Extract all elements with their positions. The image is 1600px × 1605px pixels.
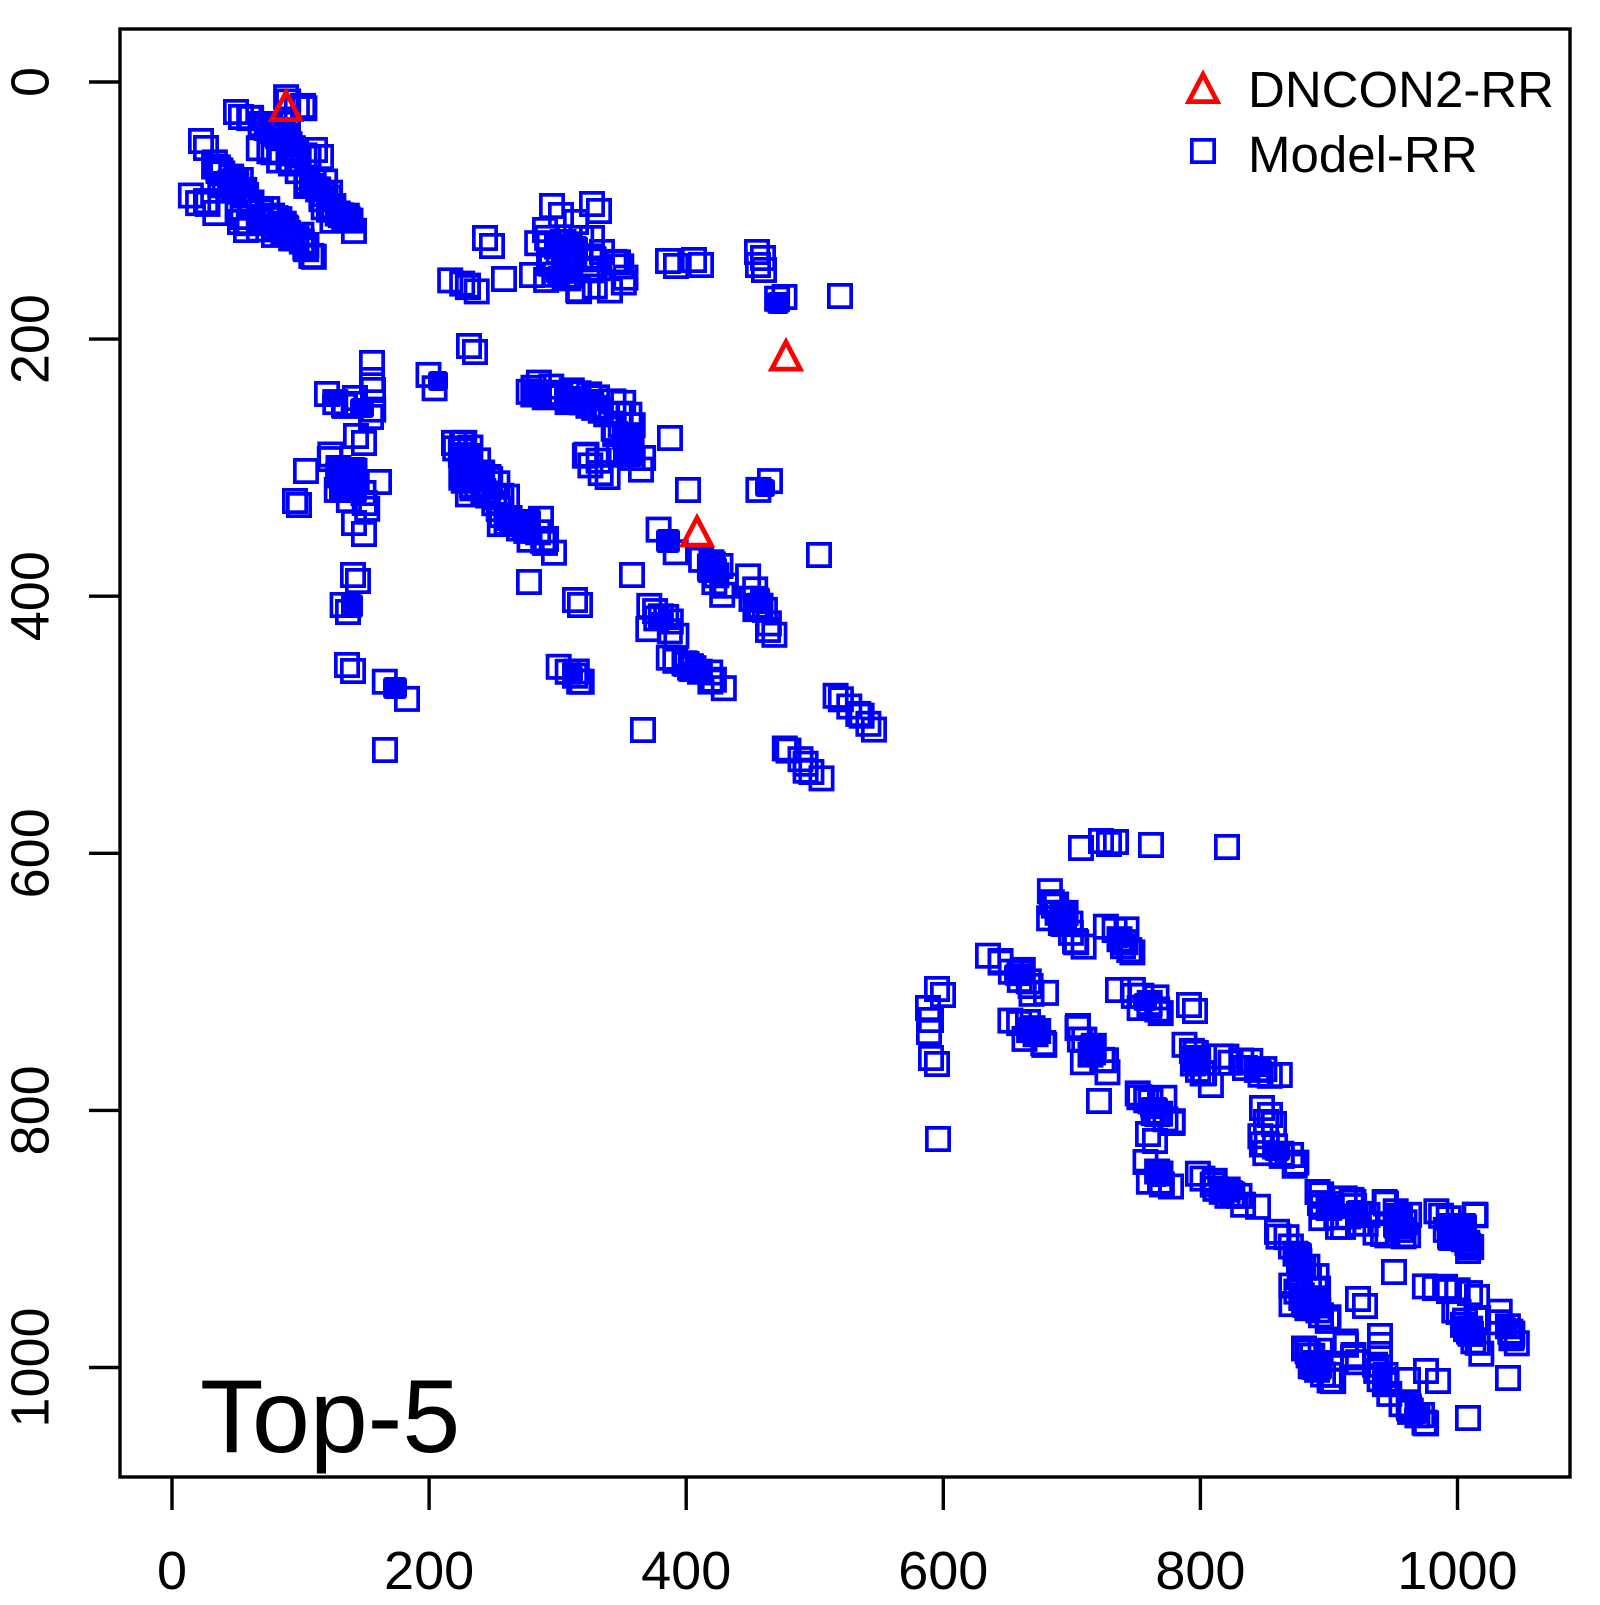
svg-text:Top-5: Top-5 — [200, 1359, 460, 1475]
svg-text:200: 200 — [1, 294, 61, 384]
svg-text:600: 600 — [898, 1541, 988, 1600]
svg-text:0: 0 — [1, 67, 61, 97]
svg-text:1000: 1000 — [1, 1307, 61, 1427]
svg-text:Model-RR: Model-RR — [1248, 126, 1478, 183]
svg-text:800: 800 — [1155, 1541, 1245, 1600]
svg-text:800: 800 — [1, 1065, 61, 1155]
svg-text:400: 400 — [641, 1541, 731, 1600]
svg-text:1000: 1000 — [1397, 1541, 1517, 1600]
svg-text:600: 600 — [1, 808, 61, 898]
svg-text:DNCON2-RR: DNCON2-RR — [1248, 61, 1554, 118]
svg-text:0: 0 — [157, 1541, 187, 1600]
svg-text:400: 400 — [1, 551, 61, 641]
svg-text:200: 200 — [384, 1541, 474, 1600]
